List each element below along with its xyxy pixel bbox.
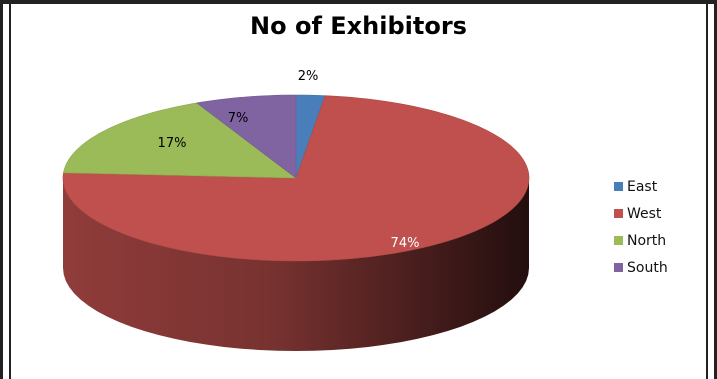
legend-label-south: South [627,259,668,276]
legend-item-east: East [614,173,668,200]
chart-legend: East West North South [614,173,668,281]
pie-side-west [63,178,529,351]
pie-slice-south [196,94,297,179]
frame-outer-right-border [714,0,717,379]
frame-top-border [0,0,717,4]
frame-inner-right-border [706,0,708,379]
data-label-north: 17% [158,136,187,151]
data-label-west: 74% [391,236,420,251]
data-label-east: 2% [298,69,319,84]
legend-swatch-west [614,209,623,218]
legend-item-west: West [614,200,668,227]
pie-data-labels: 2% 74% 17% 7% [158,69,420,251]
chart-title: No of Exhibitors [250,12,467,40]
frame-inner-left-border [9,0,11,379]
legend-label-west: West [627,205,662,222]
data-label-south: 7% [228,111,249,126]
frame-outer-left-border [0,0,3,379]
legend-swatch-east [614,182,623,191]
legend-label-north: North [627,232,667,249]
legend-label-east: East [627,178,658,195]
legend-item-north: North [614,227,668,254]
pie-slice-north [63,102,297,179]
legend-swatch-north [614,236,623,245]
legend-item-south: South [614,254,668,281]
legend-swatch-south [614,263,623,272]
pie-top-slices [62,94,530,262]
pie-side-walls [63,178,529,351]
